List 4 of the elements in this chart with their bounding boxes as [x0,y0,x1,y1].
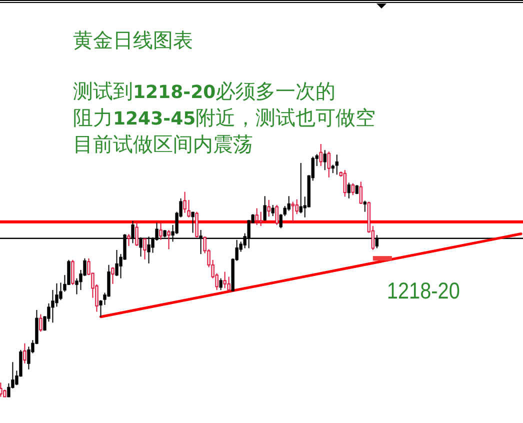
text: 测试到1218-20必须多一次的 [73,81,336,103]
annotation: 1218-20 [386,277,472,304]
chart-title: 黄金日线图表 [73,30,193,52]
annotation: 目前试做区间内震荡 [73,134,253,156]
